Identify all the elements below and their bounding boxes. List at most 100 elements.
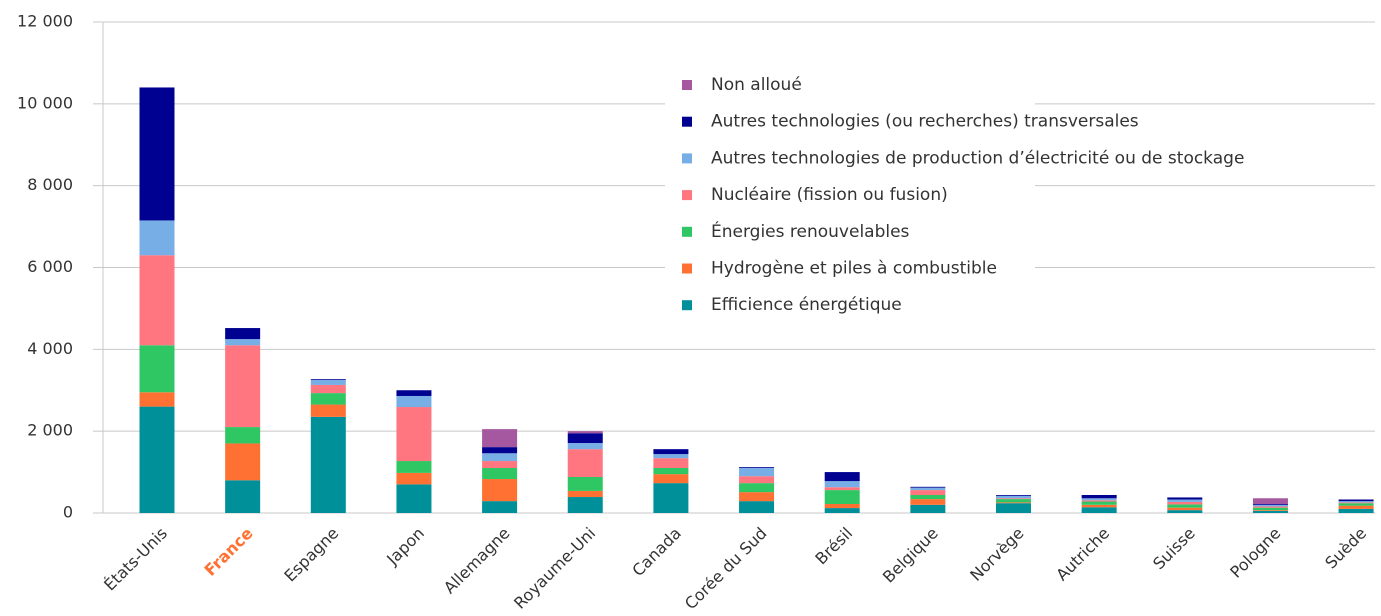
- bar-segment: [310, 384, 346, 394]
- bar-segment: [482, 453, 518, 462]
- bar-segment: [1252, 498, 1288, 504]
- bar-segment: [824, 481, 860, 488]
- legend-swatch: [682, 226, 692, 237]
- x-tick-label: Espagne: [280, 524, 342, 586]
- legend-label: Autres technologies (ou recherches) tran…: [711, 112, 1139, 132]
- bar-segment: [824, 508, 860, 513]
- bar-segment: [396, 395, 432, 408]
- bar-segment: [139, 345, 175, 393]
- bar-segment: [139, 406, 175, 513]
- bar-segment: [996, 499, 1031, 503]
- bar-segment: [996, 498, 1031, 500]
- bar-segment: [139, 255, 175, 346]
- legend-swatch: [682, 300, 692, 311]
- bar-segment: [824, 487, 860, 491]
- bar-segment: [739, 501, 775, 513]
- y-tick-label: 2 000: [27, 421, 73, 440]
- bar-segment: [139, 87, 175, 221]
- legend-swatch: [682, 80, 692, 90]
- bar-segment: [1338, 501, 1374, 503]
- legend-label: Non alloué: [711, 75, 802, 95]
- bar-segment: [739, 492, 775, 502]
- legend-label: Efficience énergétique: [711, 295, 902, 315]
- bar-segment: [310, 379, 346, 381]
- bar-segment: [396, 407, 432, 462]
- y-tick-label: 12 000: [17, 12, 73, 31]
- x-tick-label: Belgique: [879, 524, 942, 587]
- legend-bg: [665, 68, 1035, 323]
- bar-segment: [1167, 501, 1203, 505]
- bar-segment: [1338, 502, 1374, 504]
- x-tick-label: États-Unis: [100, 524, 171, 595]
- bar-segment: [1081, 507, 1117, 513]
- x-tick-label: Autriche: [1052, 524, 1113, 585]
- bar-segment: [996, 494, 1031, 496]
- bar-segment: [1338, 508, 1374, 513]
- bar-segment: [567, 443, 603, 450]
- bar-segment: [567, 431, 603, 434]
- bar-segment: [1252, 504, 1288, 507]
- bar-segment: [1167, 507, 1203, 511]
- bar-segment: [225, 345, 261, 428]
- bar-segment: [482, 461, 518, 468]
- bar-segment: [1338, 505, 1374, 509]
- bar-segment: [1167, 499, 1203, 502]
- x-tick-label: France: [201, 523, 257, 579]
- bar-segment: [396, 390, 432, 396]
- bar-segment: [653, 449, 689, 455]
- bar-segment: [653, 483, 689, 513]
- bar-segment: [653, 454, 689, 459]
- bar-segment: [482, 447, 518, 454]
- bar-segment: [1081, 504, 1117, 508]
- bar-segment: [1081, 500, 1117, 502]
- legend-swatch: [682, 190, 692, 201]
- bar-segment: [482, 467, 518, 480]
- x-tick-label: Suisse: [1149, 524, 1199, 574]
- bar-segment: [567, 449, 603, 477]
- bar-segment: [1167, 497, 1203, 500]
- y-tick-label: 10 000: [17, 93, 73, 112]
- bar-segment: [1338, 503, 1374, 506]
- bar-segment: [996, 495, 1031, 499]
- bar-segment: [567, 433, 603, 444]
- bar-segment: [396, 472, 432, 485]
- bar-segment: [1252, 506, 1288, 508]
- bar-segment: [567, 490, 603, 498]
- y-tick-label: 0: [63, 503, 73, 522]
- bar-segment: [482, 479, 518, 502]
- bar-segment: [482, 501, 518, 513]
- bar-segment: [225, 328, 261, 340]
- x-tick-label: Norvège: [966, 524, 1027, 585]
- bar-segment: [739, 476, 775, 484]
- bar-segment: [139, 392, 175, 407]
- bar-segment: [1081, 494, 1117, 499]
- bar-segment: [1081, 501, 1117, 505]
- bar-segment: [1252, 510, 1288, 511]
- bar-segment: [396, 461, 432, 473]
- legend-label: Autres technologies de production d’élec…: [711, 148, 1244, 168]
- bar-segment: [225, 339, 261, 346]
- bar-segment: [910, 487, 946, 491]
- x-tick-label: Suède: [1321, 524, 1370, 573]
- bar-segment: [739, 467, 775, 468]
- bar-segment: [225, 480, 261, 513]
- bar-segment: [1167, 504, 1203, 508]
- bar-segment: [310, 404, 346, 417]
- bar-segment: [996, 503, 1031, 513]
- x-tick-label: Pologne: [1226, 524, 1284, 582]
- x-tick-label: Royaume-Uni: [510, 524, 599, 613]
- bar-segment: [824, 503, 860, 509]
- x-tick-label: Allemagne: [440, 524, 514, 598]
- bar-segment: [1081, 498, 1117, 501]
- bar-segment: [482, 429, 518, 448]
- bar-segment: [310, 393, 346, 405]
- y-tick-label: 6 000: [27, 257, 73, 276]
- legend: Efficience énergétique Hydrogène et piles…: [665, 68, 1244, 323]
- x-tick-label: Canada: [628, 524, 684, 580]
- bar-segment: [567, 497, 603, 513]
- bar-segment: [739, 467, 775, 477]
- x-tick-label: Corée du Sud: [681, 524, 771, 614]
- bar-segment: [1252, 510, 1288, 513]
- bar-segment: [653, 458, 689, 468]
